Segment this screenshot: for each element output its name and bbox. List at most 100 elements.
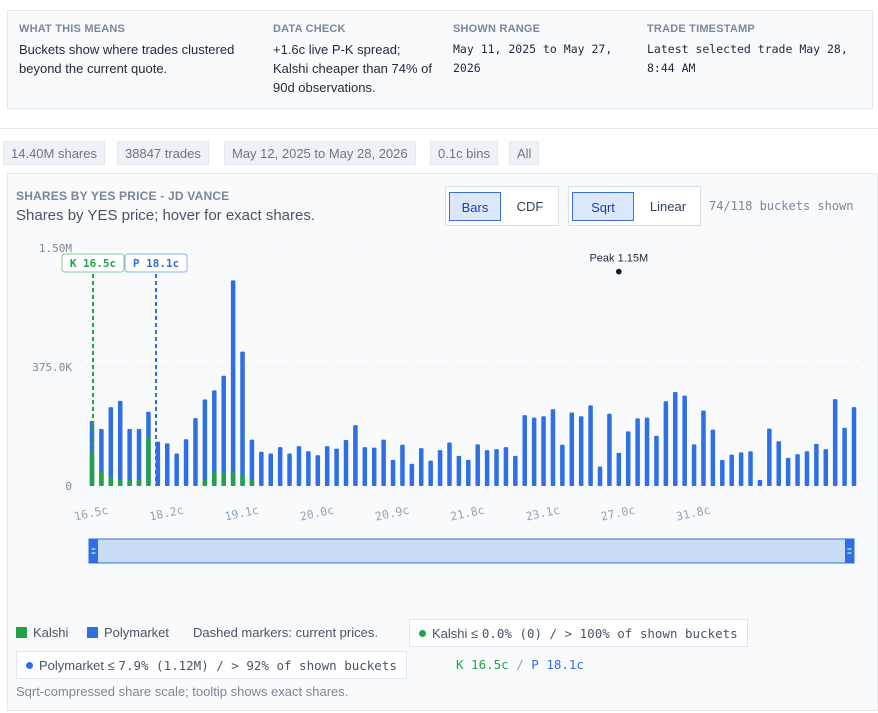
polymarket-bar xyxy=(804,451,810,486)
kalshi-bar xyxy=(212,470,217,486)
polymarket-summary-text: 7.9% (1.12M) / > 92% of shown buckets xyxy=(118,658,397,673)
x-tick-label: 20.9c xyxy=(374,503,411,524)
polymarket-bar xyxy=(456,455,462,486)
current-prices: K 16.5c / P 18.1c xyxy=(456,657,584,672)
polymarket-bar xyxy=(240,351,245,486)
polymarket-bar xyxy=(776,441,781,486)
polymarket-swatch xyxy=(87,627,98,638)
legend-kalshi-label: Kalshi xyxy=(33,625,69,640)
x-tick-label: 23.1c xyxy=(524,503,561,524)
data-check-block: DATA CHECK +1.6c live P-K spread; Kalshi… xyxy=(273,23,438,97)
bars-button[interactable]: Bars xyxy=(449,192,501,221)
x-tick-label: 18.2c xyxy=(148,503,185,524)
polymarket-bar xyxy=(334,448,339,486)
linear-button[interactable]: Linear xyxy=(649,199,687,214)
range-selector-track[interactable] xyxy=(88,538,855,564)
polymarket-bar xyxy=(371,447,377,486)
polymarket-bar xyxy=(588,405,593,486)
polymarket-bar xyxy=(127,429,132,486)
polymarket-bar xyxy=(400,444,405,486)
polymarket-bar xyxy=(814,443,819,486)
polymarket-summary-op: ≤ xyxy=(107,658,115,673)
polymarket-bar xyxy=(136,429,142,486)
polymarket-bar xyxy=(560,444,565,486)
filter-pill[interactable]: All xyxy=(509,141,540,165)
sqrt-button[interactable]: Sqrt xyxy=(572,192,634,221)
kalshi-bar xyxy=(221,473,226,486)
peak-label: Peak 1.15M xyxy=(589,253,648,265)
kalshi-dot xyxy=(419,630,426,637)
polymarket-bar xyxy=(268,453,273,486)
polymarket-summary: Polymarket ≤ 7.9% (1.12M) / > 92% of sho… xyxy=(16,651,407,679)
range-text: May 11, 2025 to May 27, 2026 xyxy=(453,42,613,75)
polymarket-bar xyxy=(202,399,208,486)
polymarket-bar xyxy=(306,451,311,486)
polymarket-bar xyxy=(296,446,302,486)
polymarket-bar xyxy=(409,463,415,486)
polymarket-bar xyxy=(541,416,546,486)
kalshi-summary-label: Kalshi xyxy=(432,626,468,641)
polymarket-bar xyxy=(117,400,123,486)
date-range-pill: May 12, 2025 to May 28, 2026 xyxy=(224,141,416,165)
polymarket-bar xyxy=(767,428,772,486)
timestamp-label: TRADE TIMESTAMP xyxy=(647,23,755,35)
polymarket-bar xyxy=(795,454,800,486)
polymarket-bar xyxy=(720,459,725,486)
kalshi-summary-op: ≤ xyxy=(471,626,479,641)
view-toggle: Bars CDF xyxy=(445,186,559,226)
timestamp-block: TRADE TIMESTAMP Latest selected trade Ma… xyxy=(647,23,869,78)
polymarket-bar xyxy=(503,447,509,486)
polymarket-bar xyxy=(108,407,114,486)
polymarket-bar xyxy=(842,427,847,486)
polymarket-bar xyxy=(212,390,217,486)
kalshi-bar xyxy=(230,472,236,486)
x-tick-label: 31.8c xyxy=(675,503,712,524)
data-check-label: DATA CHECK xyxy=(273,23,346,35)
polymarket-bar xyxy=(343,440,349,486)
polymarket-bar xyxy=(569,412,575,486)
polymarket-bar xyxy=(578,416,584,486)
polymarket-bar xyxy=(484,450,490,486)
range-selector[interactable] xyxy=(88,538,855,564)
range-handle-right[interactable] xyxy=(845,539,854,563)
data-check-text: +1.6c live P-K spread; Kalshi cheaper th… xyxy=(273,42,432,95)
polymarket-summary-label: Polymarket xyxy=(39,658,105,673)
cdf-button[interactable]: CDF xyxy=(516,199,544,214)
chart-subtitle: Shares by YES price; hover for exact sha… xyxy=(16,207,316,224)
polymarket-dot xyxy=(26,662,33,669)
polymarket-bar xyxy=(437,450,443,486)
polymarket-bar xyxy=(691,444,697,486)
range-block: SHOWN RANGE May 11, 2025 to May 27, 2026 xyxy=(453,23,633,78)
polymarket-bar xyxy=(710,429,716,486)
polymarket-bar xyxy=(597,466,603,486)
kalshi-bar xyxy=(240,475,245,486)
polymarket-bar xyxy=(193,418,198,486)
trades-pill: 38847 trades xyxy=(117,141,209,165)
polymarket-bar xyxy=(419,448,424,486)
polymarket-bar xyxy=(221,375,226,486)
polymarket-bar xyxy=(259,451,264,486)
polymarket-bar xyxy=(851,407,857,486)
divider xyxy=(0,128,878,129)
y-tick-label: 0 xyxy=(65,480,72,493)
polymarket-bar xyxy=(531,417,537,486)
kalshi-bar xyxy=(108,477,114,486)
polymarket-bar xyxy=(390,459,396,486)
polymarket-bar xyxy=(757,479,763,486)
polymarket-bar xyxy=(663,401,669,486)
k-price: K 16.5c xyxy=(456,657,509,672)
polymarket-bar xyxy=(174,453,179,486)
legend-polymarket-label: Polymarket xyxy=(104,625,170,640)
chart-panel: SHARES BY YES PRICE - JD VANCE Shares by… xyxy=(7,173,878,711)
polymarket-bar xyxy=(381,439,386,486)
polymarket-bar xyxy=(513,455,518,486)
price-marker-label: K 16.5c xyxy=(70,257,116,270)
footnote: Sqrt-compressed share scale; tooltip sho… xyxy=(16,684,349,699)
range-handle-left[interactable] xyxy=(89,539,98,563)
polymarket-bar xyxy=(635,418,640,486)
polymarket-bar xyxy=(729,454,734,486)
kalshi-bar xyxy=(99,470,104,486)
kalshi-summary-text: 0.0% (0) / > 100% of shown buckets xyxy=(481,626,738,641)
polymarket-bar xyxy=(165,443,170,486)
polymarket-bar xyxy=(550,409,556,486)
